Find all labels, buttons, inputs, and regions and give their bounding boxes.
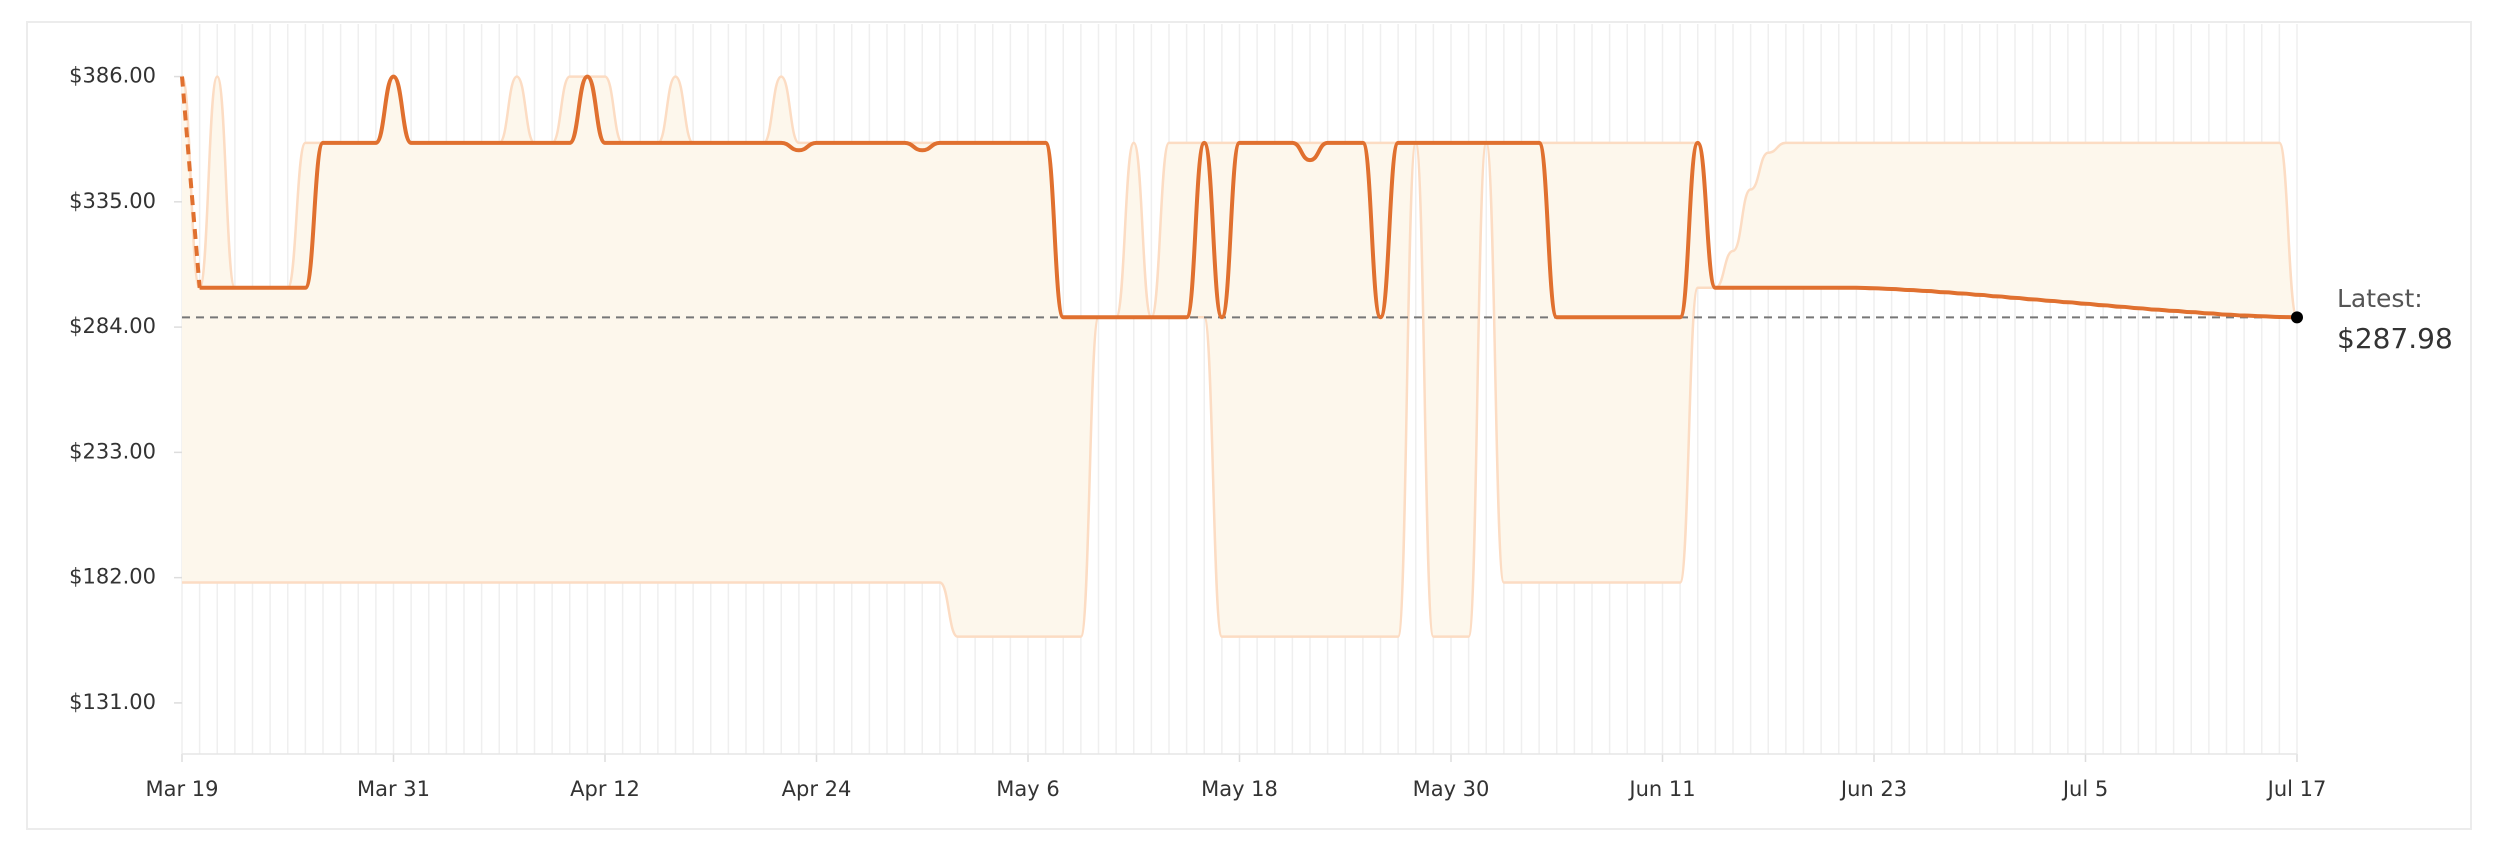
price-line (199, 74, 2298, 320)
latest-dot (2291, 311, 2303, 324)
y-tick-label: $335.00 (69, 189, 156, 213)
y-tick-label: $284.00 (69, 314, 156, 338)
x-tick-label: Mar 31 (357, 777, 430, 801)
x-tick-label: Apr 24 (782, 777, 852, 801)
x-tick-label: May 30 (1413, 777, 1490, 801)
latest-value: $287.98 (2337, 322, 2453, 355)
x-tick-label: May 6 (996, 777, 1059, 801)
y-tick-label: $131.00 (69, 690, 156, 714)
x-tick-label: Jun 11 (1627, 777, 1695, 801)
range-area (182, 76, 2297, 637)
x-tick-label: Jul 17 (2266, 777, 2327, 801)
y-tick-label: $233.00 (69, 439, 156, 463)
y-tick-label: $386.00 (69, 64, 156, 88)
x-tick-label: May 18 (1201, 777, 1278, 801)
x-tick-label: Jun 23 (1839, 777, 1907, 801)
line-dashed (180, 76, 202, 288)
chart-frame (26, 21, 2472, 830)
latest-label: Latest: (2337, 284, 2423, 313)
x-tick-label: Mar 19 (145, 777, 218, 801)
x-tick-label: Apr 12 (570, 777, 640, 801)
y-tick-label: $182.00 (69, 565, 156, 589)
x-tick-label: Jul 5 (2061, 777, 2108, 801)
